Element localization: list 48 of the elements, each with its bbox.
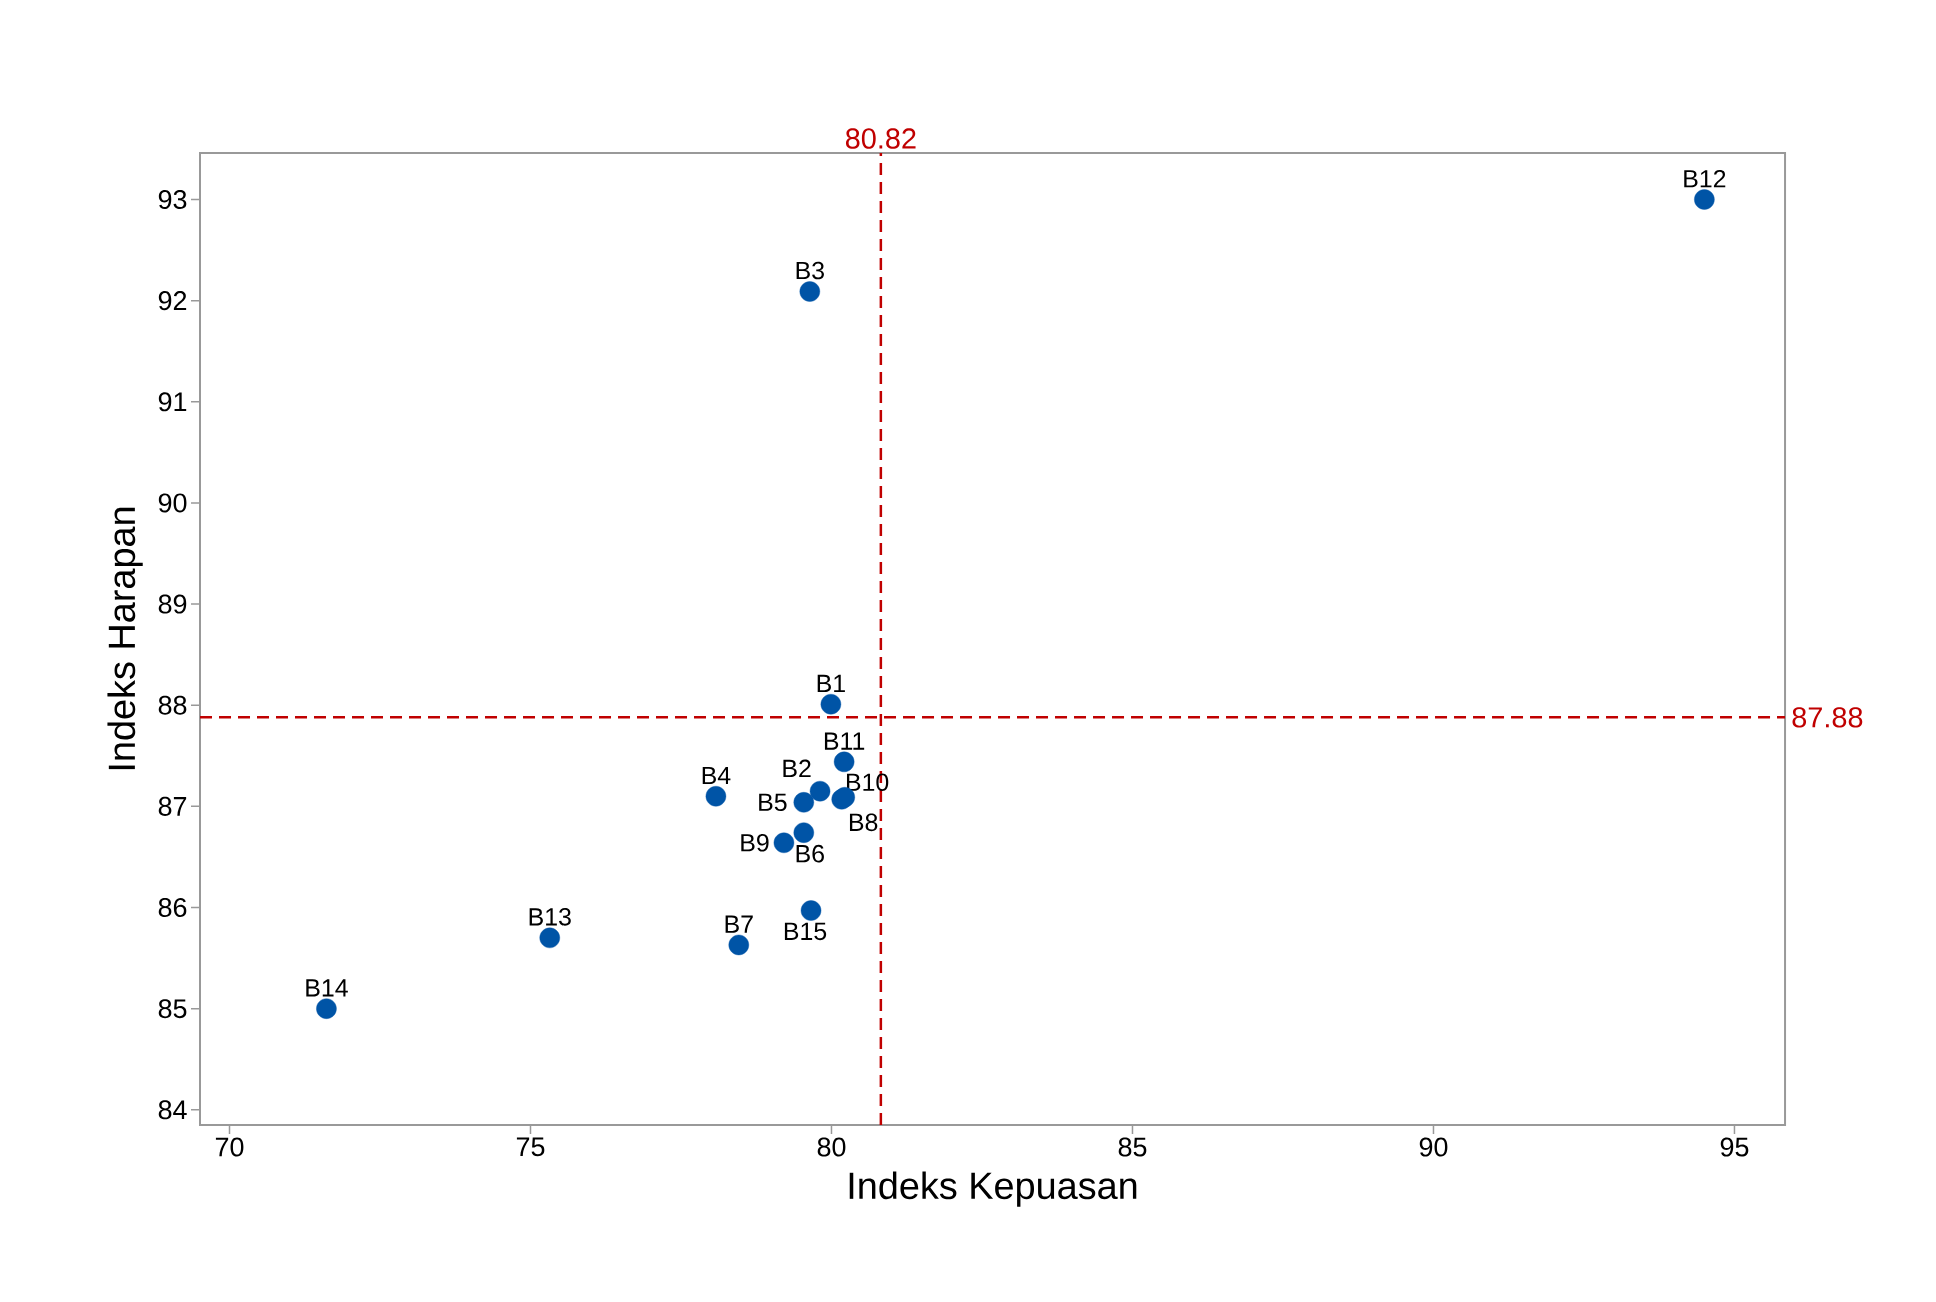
point xyxy=(316,998,337,1019)
x-tick-label: 80 xyxy=(817,1137,846,1157)
y-tick-label: 93 xyxy=(158,189,187,210)
annotation: B11 xyxy=(824,732,865,750)
annotation: B4 xyxy=(702,766,731,785)
x-tick-label: 95 xyxy=(1720,1137,1749,1157)
y-tick-label: 90 xyxy=(158,493,187,513)
ref-line-label: 80.82 xyxy=(845,128,916,149)
point xyxy=(539,927,560,949)
point xyxy=(820,694,842,715)
y-axis-title: Indeks Harapan xyxy=(107,507,143,770)
point xyxy=(809,781,831,802)
point xyxy=(728,934,749,956)
annotation: B13 xyxy=(529,908,571,926)
y-tick-label: 85 xyxy=(158,999,187,1019)
point xyxy=(1694,189,1715,210)
y-tick-label: 87 xyxy=(158,796,187,816)
y-tick-label: 84 xyxy=(158,1100,187,1120)
annotation: B5 xyxy=(759,793,787,812)
point xyxy=(833,751,855,773)
annotation: B7 xyxy=(725,915,753,933)
annotation: B12 xyxy=(1684,169,1726,188)
y-tick-label: 86 xyxy=(158,898,187,918)
annotation: B3 xyxy=(796,261,824,280)
point xyxy=(800,900,822,921)
annotation: B10 xyxy=(846,773,889,792)
y-tick-label: 89 xyxy=(158,594,187,614)
y-tick-label: 88 xyxy=(158,695,187,715)
annotation: B1 xyxy=(817,674,845,693)
x-axis-title: Indeks Kepuasan xyxy=(849,1171,1137,1207)
annotation: B8 xyxy=(849,813,878,832)
annotation: B9 xyxy=(741,833,769,852)
x-tick-label: 85 xyxy=(1118,1137,1147,1157)
point xyxy=(793,792,814,813)
y-tick-label: 92 xyxy=(158,291,187,311)
x-tick-label: 75 xyxy=(516,1137,545,1157)
point xyxy=(773,832,795,853)
x-tick-label: 90 xyxy=(1419,1137,1448,1157)
x-tick-label: 70 xyxy=(215,1137,244,1157)
ref-line-label: 87.88 xyxy=(1792,707,1863,728)
point xyxy=(705,786,727,807)
annotation: B2 xyxy=(783,759,811,777)
point xyxy=(793,822,814,843)
annotation: B14 xyxy=(306,979,348,997)
y-tick-label: 91 xyxy=(158,392,187,412)
annotation: B6 xyxy=(796,844,824,863)
annotation: B15 xyxy=(784,922,827,941)
point xyxy=(799,281,821,302)
